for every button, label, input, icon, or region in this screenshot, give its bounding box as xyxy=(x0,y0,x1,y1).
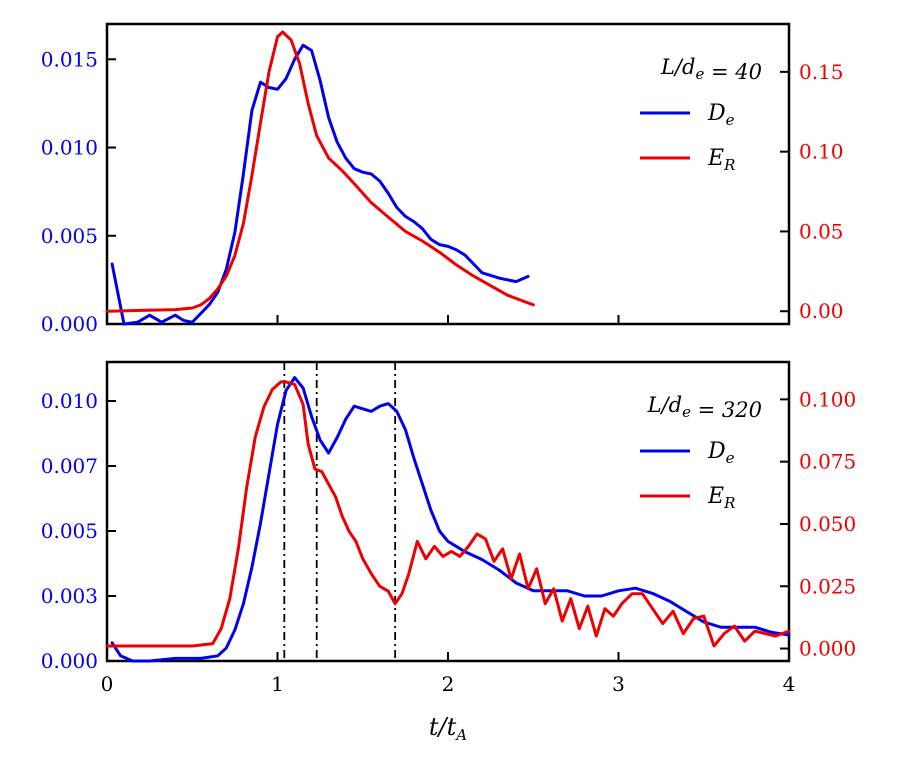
right-tick-label: 0.100 xyxy=(799,387,856,411)
de-series-line xyxy=(110,43,530,326)
x-tick-label: 4 xyxy=(783,672,796,696)
x-tick-label: 3 xyxy=(612,672,625,696)
left-tick-label: 0.005 xyxy=(41,519,98,543)
left-tick-label: 0.005 xyxy=(41,224,98,248)
bottom-series xyxy=(105,376,791,663)
bottom-x-ticks: 0 1 2 3 4 xyxy=(101,652,796,696)
er-series-line xyxy=(105,30,535,313)
x-axis-label: t/tA xyxy=(429,713,467,744)
de-series-line xyxy=(110,376,791,663)
right-tick-label: 0.00 xyxy=(799,299,844,323)
bottom-legend-er-label: ER xyxy=(707,484,735,512)
left-tick-label: 0.010 xyxy=(41,389,98,413)
er-series-line xyxy=(105,380,791,648)
left-tick-label: 0.000 xyxy=(41,312,98,336)
right-tick-label: 0.050 xyxy=(799,512,856,536)
top-legend-er-label: ER xyxy=(707,146,735,174)
left-tick-label: 0.003 xyxy=(41,584,98,608)
bottom-left-ticks: 0.000 0.003 0.005 0.007 0.010 xyxy=(41,389,116,673)
right-tick-label: 0.025 xyxy=(799,574,856,598)
left-tick-label: 0.007 xyxy=(41,454,98,478)
x-tick-label: 0 xyxy=(101,672,114,696)
right-tick-label: 0.000 xyxy=(799,637,856,661)
bottom-right-ticks: 0.000 0.025 0.050 0.075 0.100 xyxy=(780,387,856,661)
top-legend-title: L/de = 40 xyxy=(660,55,762,84)
bottom-legend-title: L/de = 320 xyxy=(647,393,762,422)
bottom-legend-de-label: De xyxy=(707,439,735,467)
x-tick-label: 1 xyxy=(271,672,284,696)
bottom-legend: L/de = 320 De ER xyxy=(640,393,762,512)
right-tick-label: 0.075 xyxy=(799,450,856,474)
left-tick-label: 0.010 xyxy=(41,136,98,160)
right-tick-label: 0.15 xyxy=(799,60,844,84)
top-panel: 0.000 0.005 0.010 0.015 0.00 0.05 0.10 0.15 L/… xyxy=(41,22,844,336)
right-tick-label: 0.10 xyxy=(799,140,844,164)
x-tick-label: 2 xyxy=(442,672,455,696)
top-legend-de-label: De xyxy=(707,101,735,129)
right-tick-label: 0.05 xyxy=(799,219,844,243)
left-tick-label: 0.015 xyxy=(41,47,98,71)
top-series xyxy=(105,30,535,326)
top-left-ticks: 0.000 0.005 0.010 0.015 xyxy=(41,47,116,336)
bottom-panel: 0.000 0.003 0.005 0.007 0.010 0.000 0.025 0.05… xyxy=(41,360,856,744)
top-right-ticks: 0.00 0.05 0.10 0.15 xyxy=(780,60,844,323)
top-legend: L/de = 40 De ER xyxy=(640,55,762,174)
top-x-ticks xyxy=(106,315,790,324)
left-tick-label: 0.000 xyxy=(41,649,98,673)
